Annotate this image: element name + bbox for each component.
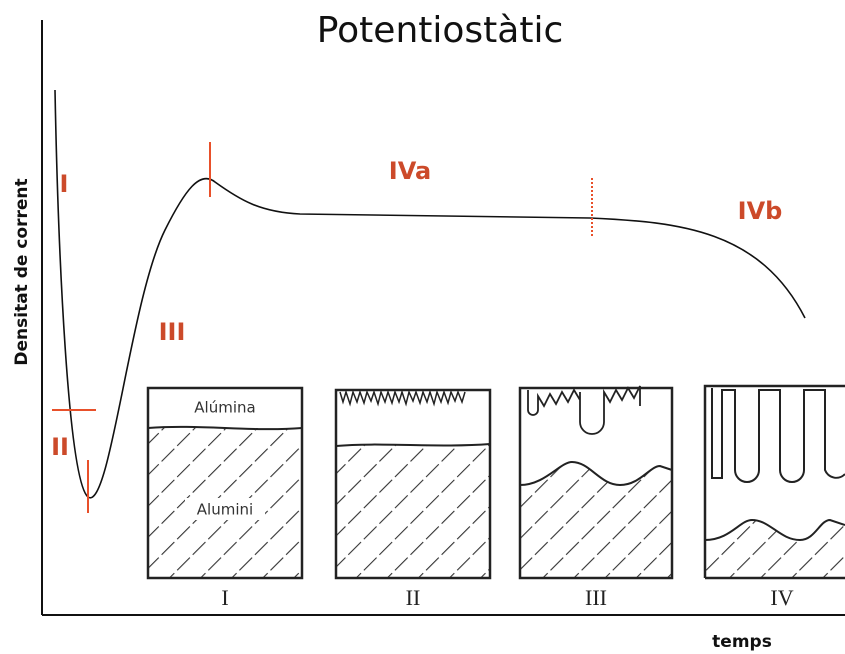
inset-panel: IV [703, 384, 845, 610]
stage-label: III [159, 318, 186, 346]
inset-panel: Alúmina Alumini I [146, 386, 304, 610]
stage-label: I [60, 170, 69, 198]
panel-label: III [585, 585, 607, 610]
layer-label: Alúmina [194, 399, 255, 417]
panel-label: IV [770, 585, 793, 610]
panel-label: II [406, 585, 421, 610]
title: Potentiostàtic [317, 10, 564, 51]
stage-label: II [51, 433, 69, 461]
stage-label: IVb [738, 197, 783, 225]
y-axis-label: Densitat de corrent [12, 178, 32, 365]
x-axis-label: temps [712, 632, 772, 652]
stage-label: IVa [389, 157, 431, 185]
inset-panel: III [518, 385, 674, 610]
inset-panel: II [334, 388, 492, 610]
layer-label: Alumini [197, 501, 253, 519]
panel-label: I [221, 585, 228, 610]
